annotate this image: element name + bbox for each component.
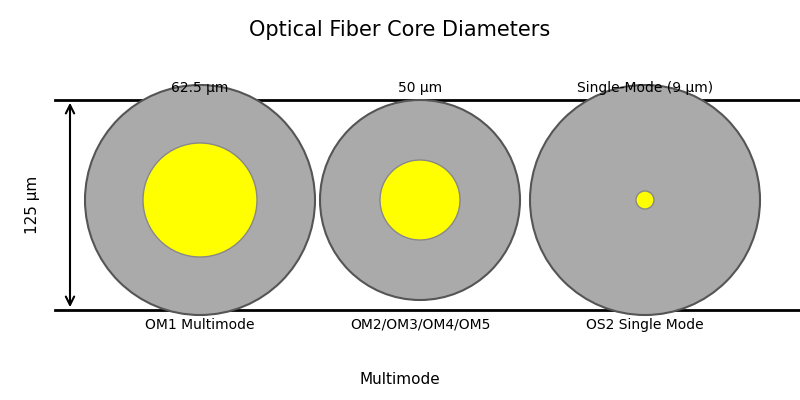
Circle shape	[636, 191, 654, 209]
Text: OM1 Multimode: OM1 Multimode	[146, 318, 254, 332]
Text: 125 μm: 125 μm	[25, 176, 39, 234]
Text: OM2/OM3/OM4/OM5: OM2/OM3/OM4/OM5	[350, 318, 490, 332]
Text: 62.5 μm: 62.5 μm	[171, 81, 229, 95]
Circle shape	[530, 85, 760, 315]
Text: Single-Mode (9 μm): Single-Mode (9 μm)	[577, 81, 713, 95]
Text: Optical Fiber Core Diameters: Optical Fiber Core Diameters	[250, 20, 550, 40]
Circle shape	[85, 85, 315, 315]
Text: Multimode: Multimode	[360, 372, 440, 388]
Circle shape	[380, 160, 460, 240]
Text: 50 μm: 50 μm	[398, 81, 442, 95]
Circle shape	[320, 100, 520, 300]
Circle shape	[143, 143, 257, 257]
Text: OS2 Single Mode: OS2 Single Mode	[586, 318, 704, 332]
